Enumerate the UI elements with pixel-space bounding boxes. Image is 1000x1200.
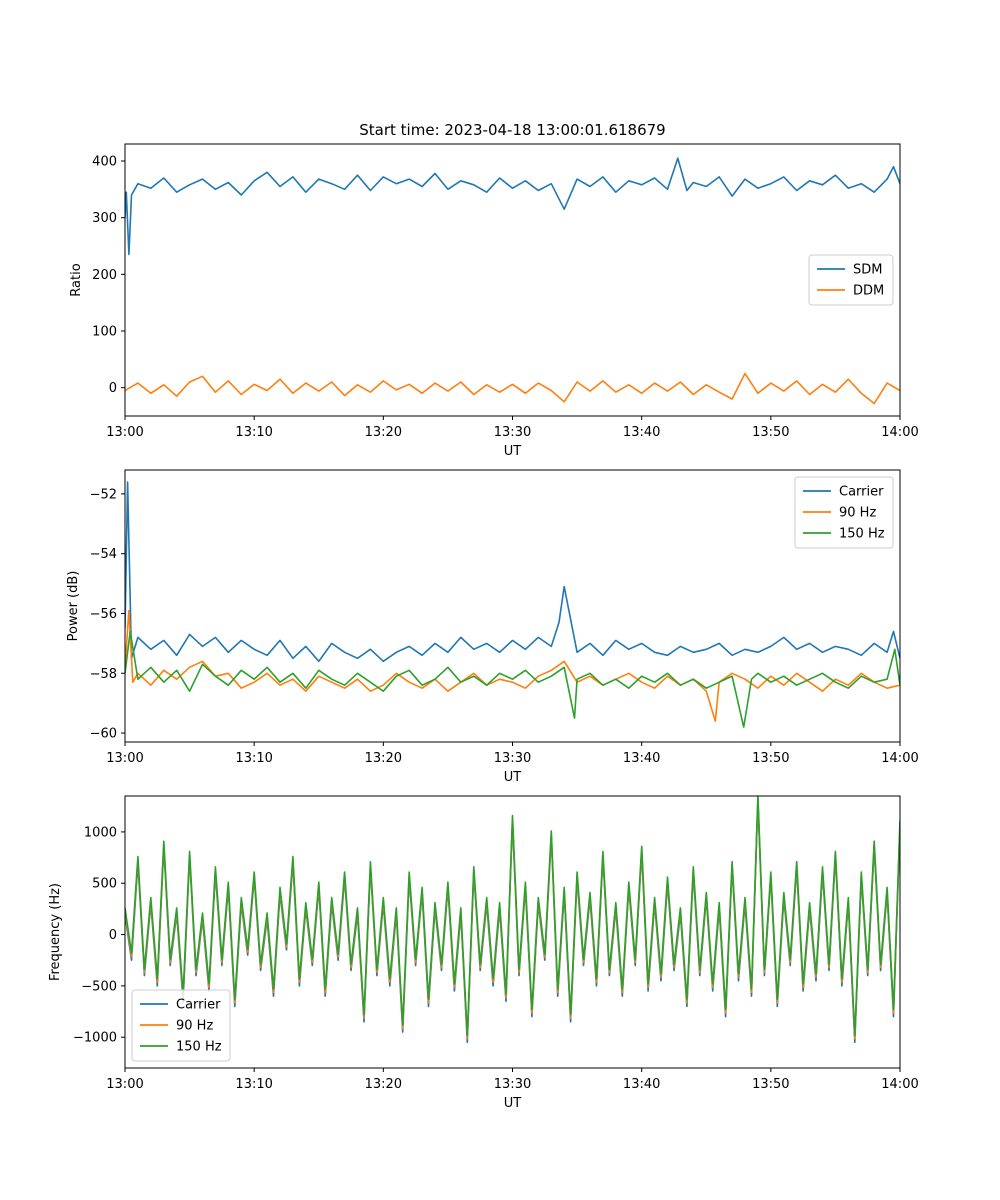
x-tick-label: 13:20 — [365, 425, 402, 440]
subplot-3: 13:00 13:10 13:20 13:30 13:40 13:50 14:00 −1000… — [48, 795, 919, 1111]
y-tick-label: −60 — [90, 727, 117, 742]
x-tick-label: 13:10 — [235, 425, 272, 440]
legend: Carrier 90 Hz 150 Hz — [131, 989, 231, 1062]
axes-frame — [124, 143, 901, 417]
x-tick-label: 13:50 — [752, 425, 789, 440]
x-tick-label: 13:40 — [623, 751, 660, 766]
legend-box — [131, 989, 231, 1062]
legend-label: Carrier — [839, 485, 884, 500]
legend-label: 90 Hz — [176, 1019, 213, 1034]
legend: SDM DDM — [808, 254, 894, 306]
y-tick-label: 500 — [92, 877, 117, 892]
x-axis-label: UT — [504, 770, 522, 785]
y-tick-label: −500 — [81, 979, 117, 994]
x-tick-label: 13:10 — [235, 1077, 272, 1092]
y-tick-label: −56 — [90, 607, 117, 622]
x-tick-label: 13:00 — [106, 1077, 143, 1092]
legend-label: DDM — [853, 284, 884, 299]
x-tick-label: 14:00 — [881, 751, 918, 766]
y-tick-label: −58 — [90, 667, 117, 682]
x-tick-label: 13:40 — [623, 425, 660, 440]
chart-title: Start time: 2023-04-18 13:00:01.618679 — [359, 121, 665, 139]
subplot-2: 13:00 13:10 13:20 13:30 13:40 13:50 14:00 −60 −5… — [66, 469, 919, 785]
x-tick-label: 14:00 — [881, 425, 918, 440]
x-tick-label: 13:30 — [494, 751, 531, 766]
x-tick-label: 13:40 — [623, 1077, 660, 1092]
y-axis-label: Power (dB) — [66, 571, 81, 642]
y-tick-label: −1000 — [73, 1031, 117, 1046]
x-tick-label: 13:30 — [494, 425, 531, 440]
x-axis-label: UT — [504, 444, 522, 459]
series-line-1-2 — [125, 372, 900, 405]
series-line-1-1 — [125, 157, 900, 256]
y-tick-label: 1000 — [84, 825, 117, 840]
series-line-2-2 — [125, 609, 900, 722]
legend-label: SDM — [853, 263, 882, 278]
y-tick-label: 400 — [92, 155, 117, 170]
y-tick-label: −52 — [90, 487, 117, 502]
y-tick-label: −54 — [90, 547, 117, 562]
x-axis-label: UT — [504, 1096, 522, 1111]
y-tick-label: 300 — [92, 211, 117, 226]
series-line-2-3 — [125, 630, 900, 728]
x-tick-label: 13:00 — [106, 425, 143, 440]
legend-label: Carrier — [176, 998, 221, 1013]
x-tick-label: 13:20 — [365, 1077, 402, 1092]
legend-box — [794, 476, 894, 549]
x-tick-label: 13:30 — [494, 1077, 531, 1092]
x-tick-label: 13:50 — [752, 1077, 789, 1092]
x-tick-label: 13:20 — [365, 751, 402, 766]
legend-label: 150 Hz — [176, 1040, 222, 1055]
series-line-3-3 — [125, 796, 900, 1036]
x-tick-label: 14:00 — [881, 1077, 918, 1092]
y-axis-label: Ratio — [69, 263, 84, 296]
y-tick-label: 0 — [109, 928, 117, 943]
legend-label: 150 Hz — [839, 527, 885, 542]
y-tick-label: 100 — [92, 325, 117, 340]
x-tick-label: 13:10 — [235, 751, 272, 766]
legend-box — [808, 254, 894, 306]
legend-label: 90 Hz — [839, 506, 876, 521]
x-tick-label: 13:50 — [752, 751, 789, 766]
series-line-2-1 — [125, 481, 900, 663]
subplot-1: 13:00 13:10 13:20 13:30 13:40 13:50 14:00 0 100 2… — [69, 143, 919, 459]
axes-frame — [124, 469, 901, 743]
y-axis-label: Frequency (Hz) — [48, 883, 63, 981]
y-tick-label: 200 — [92, 268, 117, 283]
x-tick-label: 13:00 — [106, 751, 143, 766]
legend: Carrier 90 Hz 150 Hz — [794, 476, 894, 549]
y-tick-label: 0 — [109, 381, 117, 396]
